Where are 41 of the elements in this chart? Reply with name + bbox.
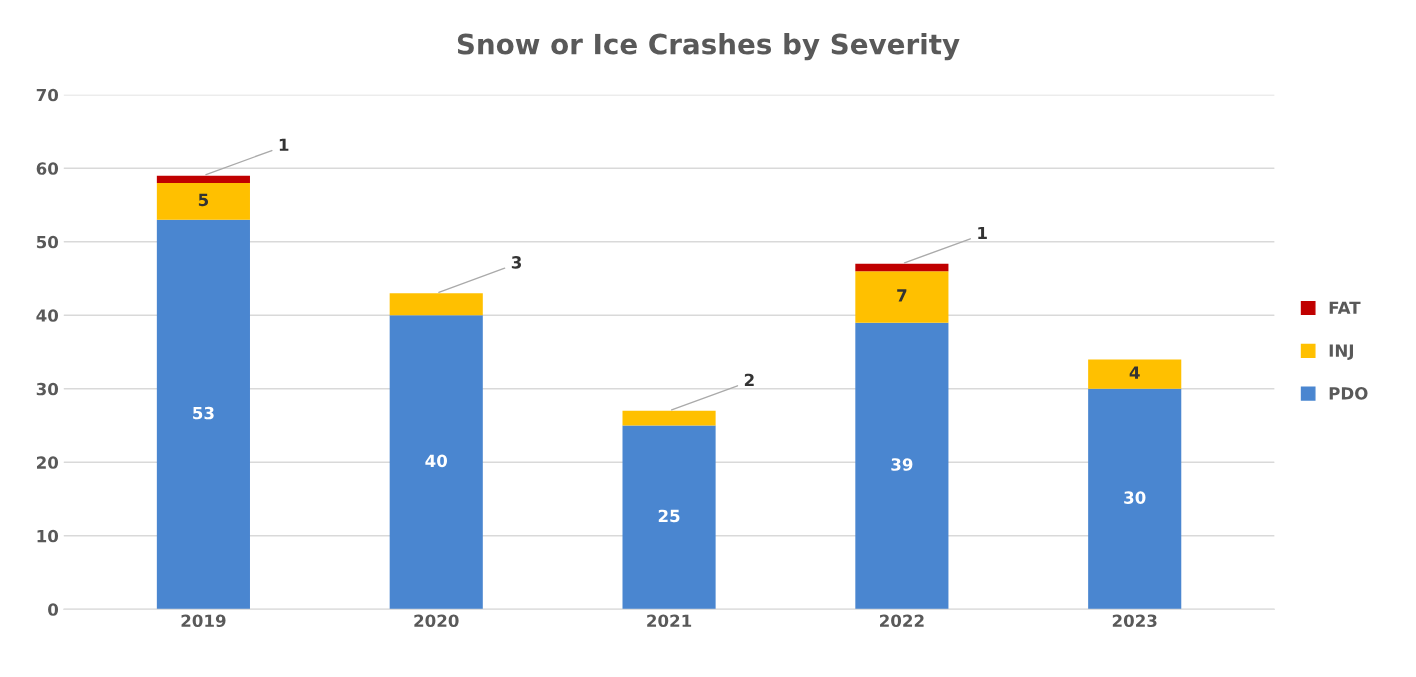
data-label: 53 — [193, 406, 214, 420]
data-label: 7 — [897, 289, 907, 302]
bar — [389, 293, 483, 316]
y-tick-label: 70 — [36, 88, 59, 102]
x-tick-label: 2022 — [880, 614, 924, 628]
bar — [1088, 359, 1182, 389]
data-label: 5 — [198, 193, 209, 207]
y-tick-label: 20 — [36, 456, 59, 469]
y-tick-label: 50 — [36, 235, 59, 249]
bar — [622, 410, 716, 426]
data-label: 1 — [279, 138, 289, 151]
legend-label: PDO — [1329, 387, 1368, 400]
x-tick-label: 2019 — [181, 614, 226, 628]
bar — [622, 425, 716, 610]
data-label: 30 — [1124, 491, 1146, 504]
y-tick-label: 40 — [36, 309, 59, 322]
bar — [1088, 388, 1182, 610]
bar — [156, 175, 250, 183]
data-label: 4 — [1129, 366, 1140, 379]
chart-title: Snow or Ice Crashes by Severity — [457, 33, 960, 61]
bar — [389, 315, 483, 610]
x-tick-label: 2023 — [1112, 614, 1157, 628]
bar — [156, 182, 250, 220]
data-label: 39 — [891, 458, 913, 471]
bar — [855, 322, 949, 610]
legend-label: INJ — [1329, 344, 1353, 360]
data-label: 25 — [658, 509, 680, 523]
bar — [156, 219, 250, 610]
x-tick-label: 2020 — [414, 614, 459, 628]
x-tick-label: 2021 — [647, 614, 692, 628]
data-label: 1 — [978, 226, 987, 240]
data-label: 3 — [511, 256, 522, 269]
data-label: 2 — [744, 373, 754, 387]
data-label: 40 — [425, 454, 448, 468]
bar — [855, 263, 949, 272]
y-tick-label: 30 — [36, 382, 59, 396]
legend-label: FAT — [1329, 301, 1361, 314]
bar — [855, 271, 949, 323]
y-tick-label: 0 — [48, 603, 59, 616]
y-tick-label: 10 — [37, 529, 59, 543]
y-tick-label: 60 — [36, 162, 59, 175]
